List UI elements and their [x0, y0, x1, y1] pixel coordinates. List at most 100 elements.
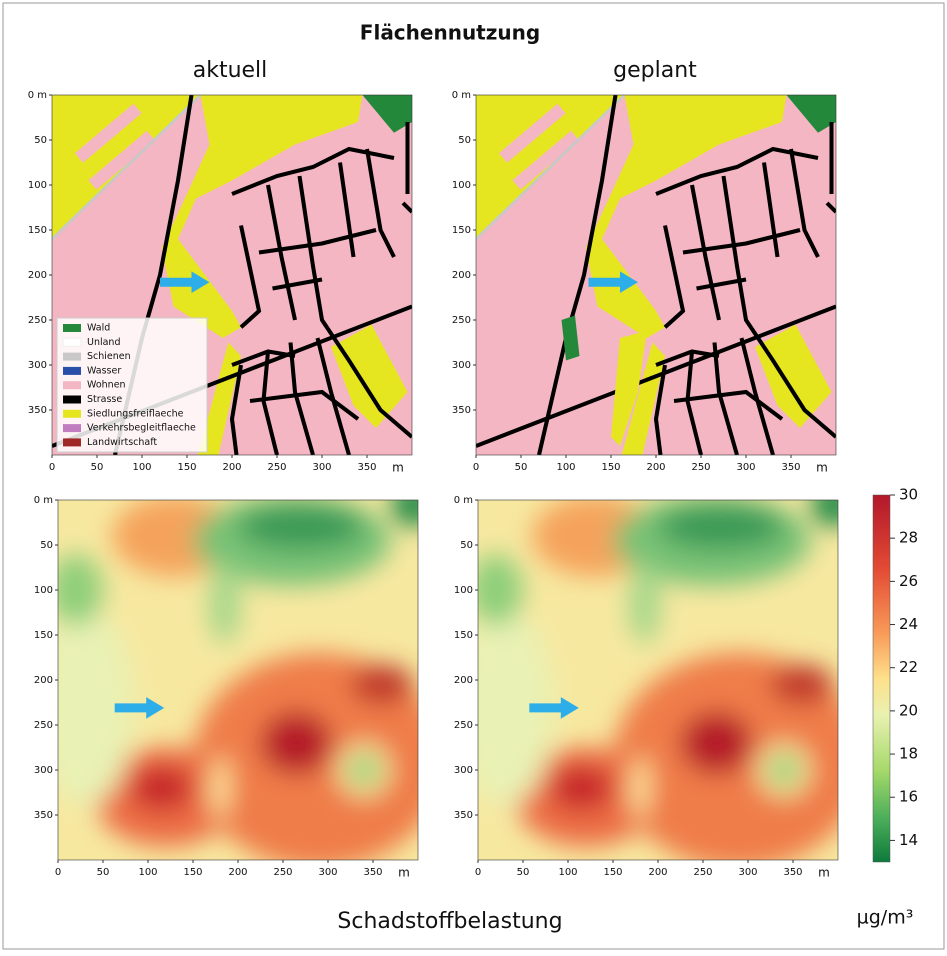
y-tick-label: 0 m	[454, 495, 473, 506]
y-tick-label: 50	[458, 135, 471, 146]
x-tick-label: 200	[228, 867, 247, 878]
x-tick-label: 100	[556, 462, 575, 473]
landuse-map	[476, 95, 836, 455]
y-tick-label: 150	[28, 225, 47, 236]
y-tick-label: 0 m	[28, 90, 47, 101]
y-tick-label: 300	[454, 765, 473, 776]
y-tick-label: 250	[452, 315, 471, 326]
x-tick-label: 250	[693, 867, 712, 878]
y-tick-label: 250	[28, 315, 47, 326]
x-tick-label: 100	[558, 867, 577, 878]
y-tick-label: 200	[34, 675, 53, 686]
x-tick-label: 50	[515, 462, 528, 473]
x-tick-label: 350	[781, 462, 800, 473]
y-tick-label: 0 m	[34, 495, 53, 506]
y-tick-label: 100	[452, 180, 471, 191]
y-tick-label: 200	[452, 270, 471, 281]
y-tick-label: 250	[454, 720, 473, 731]
y-tick-label: 300	[28, 360, 47, 371]
legend-label: Unland	[87, 337, 121, 348]
colorbar-tick-label: 20	[899, 701, 918, 719]
legend-label: Verkehrsbegleitflaeche	[87, 423, 196, 434]
colorbar-tick-label: 24	[899, 615, 918, 633]
legend-swatch	[63, 381, 81, 389]
x-tick-label: 300	[318, 867, 337, 878]
legend-swatch	[63, 338, 81, 346]
legend-swatch	[63, 424, 81, 432]
y-tick-label: 50	[40, 540, 53, 551]
y-tick-label: 200	[454, 675, 473, 686]
y-tick-label: 0 m	[452, 90, 471, 101]
x-unit: m	[398, 866, 410, 880]
x-tick-label: 150	[183, 867, 202, 878]
y-tick-label: 350	[34, 810, 53, 821]
x-tick-label: 250	[691, 462, 710, 473]
legend-swatch	[63, 324, 81, 332]
x-unit: m	[816, 461, 828, 475]
x-tick-label: 0	[49, 462, 55, 473]
y-tick-label: 100	[34, 585, 53, 596]
x-tick-label: 350	[783, 867, 802, 878]
pollution-map	[456, 482, 866, 869]
x-tick-label: 350	[357, 462, 376, 473]
x-tick-label: 300	[736, 462, 755, 473]
panel-label: aktuell	[193, 58, 268, 83]
legend-swatch	[63, 353, 81, 361]
legend-label: Strasse	[87, 394, 122, 405]
x-tick-label: 200	[646, 462, 665, 473]
y-tick-label: 100	[454, 585, 473, 596]
y-tick-label: 50	[34, 135, 47, 146]
x-unit: m	[818, 866, 830, 880]
colorbar-tick-label: 26	[899, 572, 918, 590]
x-tick-label: 150	[603, 867, 622, 878]
x-tick-label: 0	[55, 867, 61, 878]
legend-label: Schienen	[87, 351, 131, 362]
x-tick-label: 50	[97, 867, 110, 878]
title: Flächennutzung	[360, 21, 540, 45]
x-tick-label: 300	[738, 867, 757, 878]
legend-label: Wasser	[87, 365, 121, 376]
x-tick-label: 150	[601, 462, 620, 473]
x-tick-label: 300	[312, 462, 331, 473]
colorbar-tick-label: 14	[899, 831, 918, 849]
colorbar-tick-label: 16	[899, 788, 918, 806]
x-tick-label: 150	[177, 462, 196, 473]
y-tick-label: 100	[28, 180, 47, 191]
colorbar-tick-label: 30	[899, 486, 918, 504]
legend-label: Wald	[87, 323, 110, 334]
x-tick-label: 250	[273, 867, 292, 878]
legend-swatch	[63, 396, 81, 404]
legend-swatch	[63, 410, 81, 418]
y-tick-label: 50	[460, 540, 473, 551]
panel-label: geplant	[613, 58, 697, 83]
legend-swatch	[63, 438, 81, 446]
colorbar-tick-label: 18	[899, 745, 918, 763]
y-tick-label: 200	[28, 270, 47, 281]
x-tick-label: 100	[132, 462, 151, 473]
colorbar-tick-label: 22	[899, 658, 918, 676]
x-tick-label: 350	[363, 867, 382, 878]
unit: µg/m³	[857, 907, 914, 929]
x-unit: m	[392, 461, 404, 475]
x-tick-label: 50	[91, 462, 104, 473]
legend-label: Wohnen	[87, 380, 126, 391]
colorbar	[873, 495, 890, 862]
legend-swatch	[63, 367, 81, 375]
colorbar-tick-label: 28	[899, 529, 918, 547]
x-tick-label: 100	[138, 867, 157, 878]
y-tick-label: 350	[452, 405, 471, 416]
x-tick-label: 50	[517, 867, 530, 878]
y-tick-label: 250	[34, 720, 53, 731]
x-tick-label: 0	[473, 462, 479, 473]
legend-label: Siedlungsfreiflaeche	[87, 408, 184, 419]
y-tick-label: 150	[454, 630, 473, 641]
x-tick-label: 0	[475, 867, 481, 878]
y-tick-label: 150	[34, 630, 53, 641]
y-tick-label: 150	[452, 225, 471, 236]
y-tick-label: 300	[34, 765, 53, 776]
y-tick-label: 350	[28, 405, 47, 416]
y-tick-label: 350	[454, 810, 473, 821]
figure: Flächennutzung aktuell geplant Schadstof…	[0, 0, 947, 952]
pollution-map	[36, 482, 446, 869]
legend-label: Landwirtschaft	[87, 437, 157, 448]
